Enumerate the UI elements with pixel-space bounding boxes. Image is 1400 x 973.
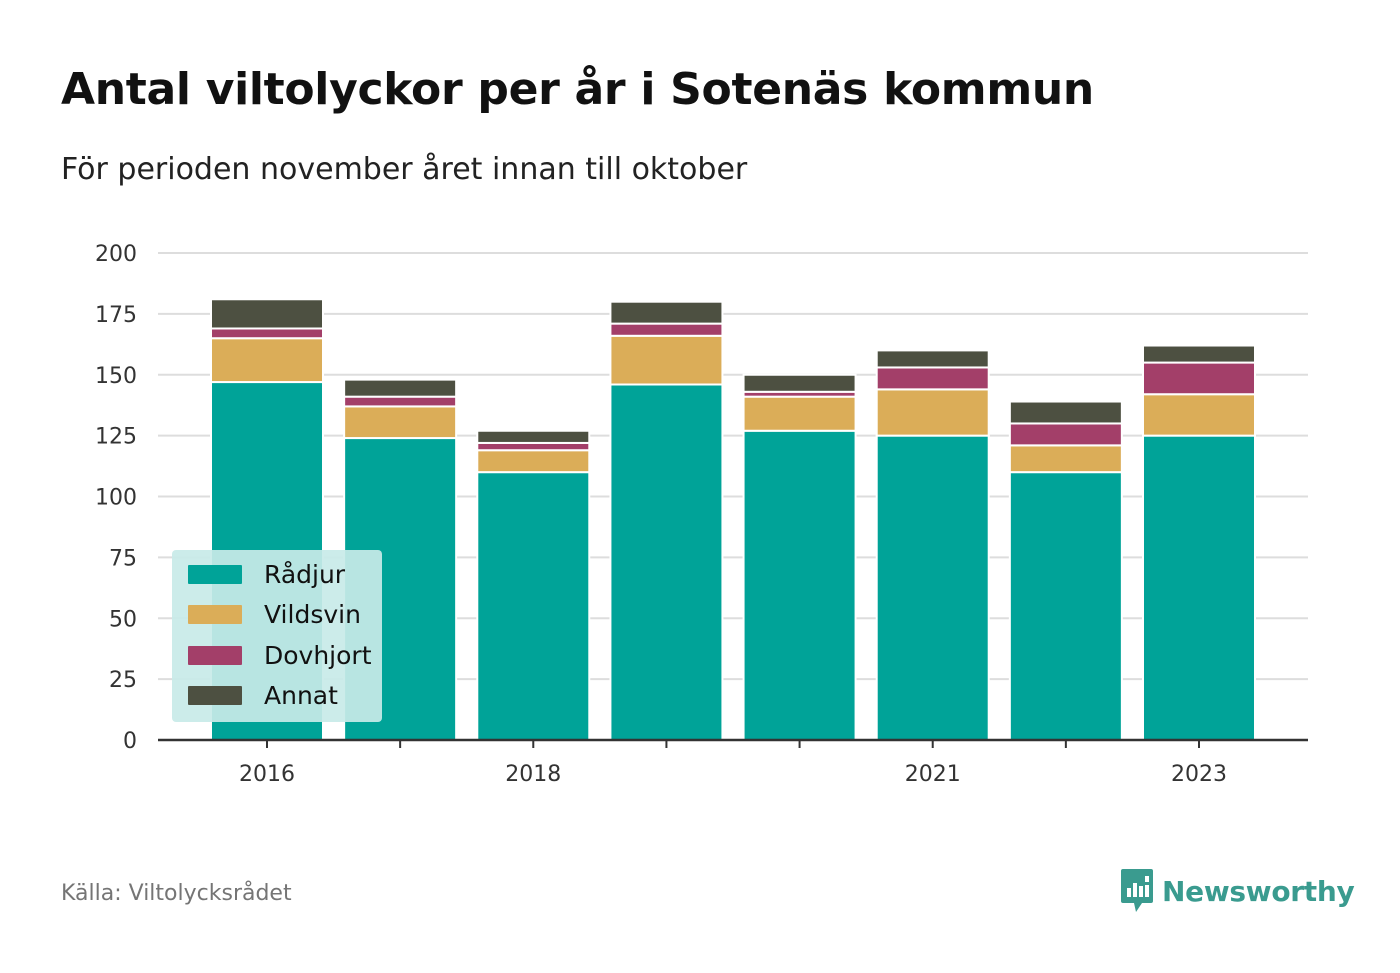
bar-segment-annat [742,373,857,393]
bar-segment-vildsvin [476,449,591,474]
legend-item-vildsvin: Vildsvin [188,599,361,629]
x-tick-label: 2021 [905,762,961,787]
y-tick-label: 100 [95,486,137,511]
bar-segment-annat [1008,400,1123,425]
legend-label-radjur: Rådjur [264,559,346,589]
y-tick-label: 0 [123,729,137,754]
bar-segment-radjur [875,434,990,741]
bar-segment-vildsvin [875,388,990,437]
y-tick-label: 125 [95,425,137,450]
legend-item-annat: Annat [188,680,338,710]
legend-label-vildsvin: Vildsvin [264,599,361,629]
bar-segment-dovhjort [1008,422,1123,447]
bar-segment-dovhjort [476,441,591,452]
brand-logo[interactable]: Newsworthy [1120,868,1355,914]
brand-name: Newsworthy [1162,874,1355,908]
y-tick-label: 200 [95,242,137,267]
bar-segment-annat [476,429,591,444]
bar-segment-radjur [1008,471,1123,741]
source-credit: Källa: Viltolycksrådet [61,881,292,906]
legend-item-dovhjort: Dovhjort [188,640,372,670]
bar-segment-annat [343,378,458,398]
y-tick-label: 75 [109,546,137,571]
bar-segment-annat [1142,344,1256,364]
bar-segment-vildsvin [1008,444,1123,474]
y-tick-label: 175 [95,303,137,328]
bar-segment-vildsvin [1142,393,1256,437]
bar-segment-dovhjort [1142,361,1256,396]
bar-segment-dovhjort [210,327,324,340]
bar-segment-radjur [1142,434,1256,741]
legend-swatch-radjur [188,564,242,584]
x-tick-label: 2016 [239,762,295,787]
y-tick-label: 25 [109,668,137,693]
legend-swatch-annat [188,685,242,705]
chart-subtitle: För perioden november året innan till ok… [61,152,748,187]
legend-label-dovhjort: Dovhjort [264,640,372,670]
chart-title: Antal viltolyckor per år i Sotenäs kommu… [61,64,1094,115]
legend-label-annat: Annat [264,680,338,710]
bar-segment-annat [609,300,724,325]
bar-segment-dovhjort [343,395,458,408]
bar-segment-dovhjort [875,366,990,391]
bar-segment-vildsvin [742,395,857,432]
x-tick-label: 2023 [1171,762,1227,787]
y-tick-label: 50 [109,607,137,632]
newsworthy-bar-chart-logo-icon [1121,869,1153,912]
bar-segment-vildsvin [343,405,458,440]
x-tick-label: 2018 [505,762,561,787]
bar-segment-radjur [476,471,591,741]
y-tick-label: 150 [95,364,137,389]
legend-item-radjur: Rådjur [188,559,345,589]
bar-segment-radjur [742,429,857,741]
bar-segment-radjur [609,383,724,741]
bar-segment-annat [875,349,990,369]
bar-segment-annat [210,298,324,330]
chart-legend: Rådjur Vildsvin Dovhjort Annat [172,550,382,722]
legend-swatch-vildsvin [188,604,242,624]
legend-swatch-dovhjort [188,645,242,665]
bar-segment-vildsvin [210,337,324,384]
bar-segment-dovhjort [609,322,724,337]
bar-segment-vildsvin [609,334,724,386]
